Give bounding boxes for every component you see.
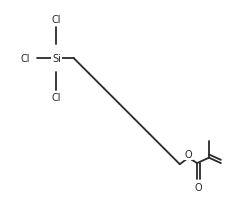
Text: O: O [185, 150, 192, 160]
Text: Si: Si [52, 54, 61, 64]
Text: Cl: Cl [52, 15, 61, 25]
Text: O: O [195, 182, 202, 192]
Text: Cl: Cl [52, 93, 61, 103]
Text: Cl: Cl [20, 54, 30, 64]
